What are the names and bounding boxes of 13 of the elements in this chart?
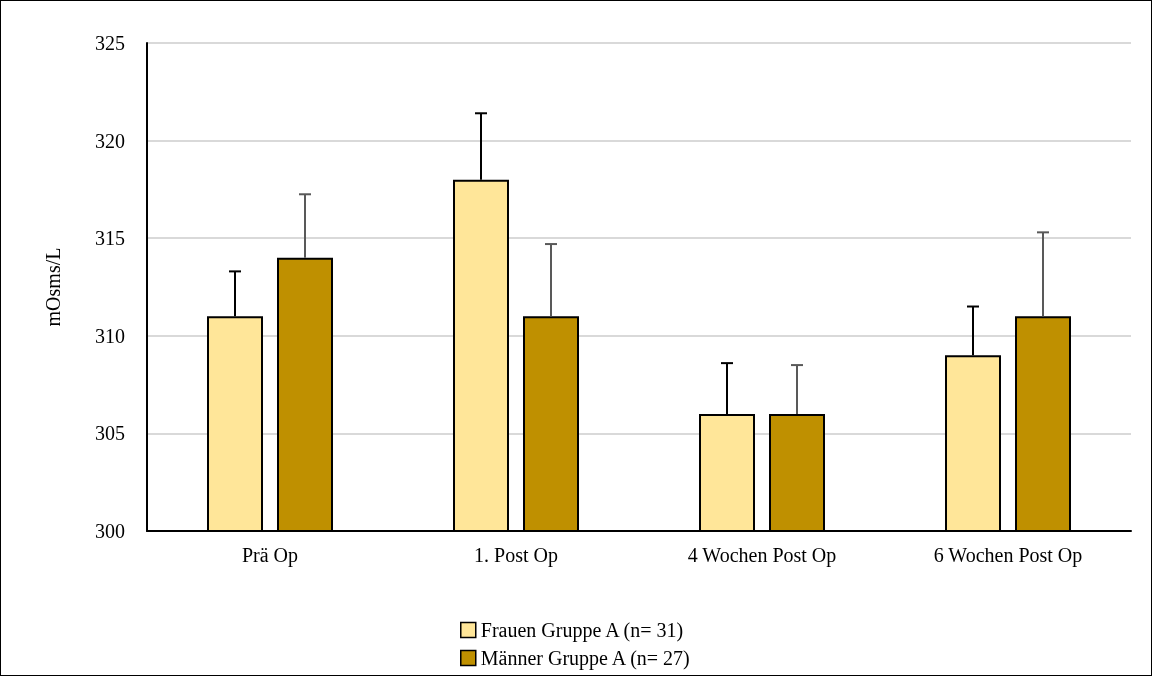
x-tick-label: 6 Wochen Post Op xyxy=(933,544,1083,567)
y-tick-label: 310 xyxy=(95,324,125,347)
y-axis-title: mOsms/L xyxy=(42,247,64,327)
legend-label: Männer Gruppe A (n= 27) xyxy=(480,647,690,670)
legend-label: Frauen Gruppe A (n= 31) xyxy=(480,619,684,642)
y-tick-label: 305 xyxy=(95,422,125,445)
x-tick-label: Prä Op xyxy=(241,544,299,567)
y-tick-label: 325 xyxy=(95,32,125,54)
x-tick-label: 4 Wochen Post Op xyxy=(687,544,837,567)
y-tick-label: 300 xyxy=(95,520,125,542)
y-tick-label: 320 xyxy=(95,129,125,152)
x-tick-label: 1. Post Op xyxy=(474,544,558,567)
y-tick-label: 315 xyxy=(95,227,125,250)
